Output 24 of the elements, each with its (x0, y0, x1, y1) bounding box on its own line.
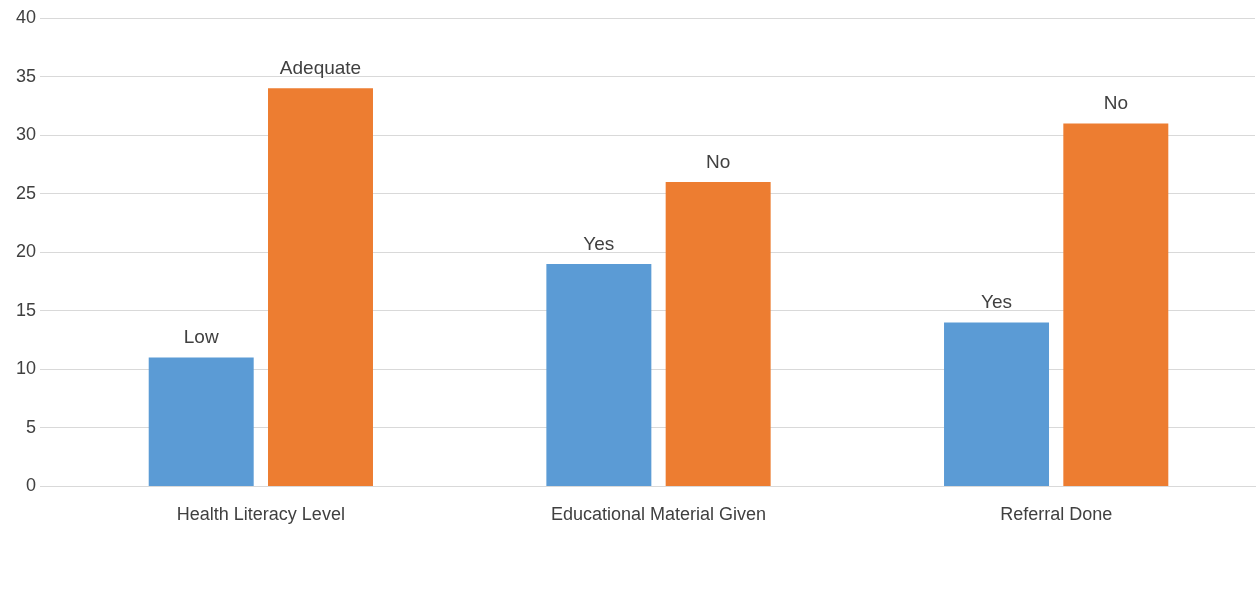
bar (268, 88, 373, 486)
x-tick-label: Referral Done (1000, 504, 1113, 525)
y-tick-label: 35 (15, 65, 37, 86)
bar (665, 181, 771, 486)
data-label: No (706, 150, 731, 172)
bar (546, 263, 652, 486)
y-tick-label: 30 (15, 124, 37, 145)
data-label: No (1103, 92, 1128, 114)
bar (148, 357, 254, 486)
y-tick-label: 5 (26, 416, 37, 437)
y-tick-label: 25 (15, 182, 37, 203)
y-tick-label: 15 (15, 299, 37, 320)
x-tick-label: Health Literacy Level (176, 504, 345, 525)
y-tick-label: 20 (15, 241, 37, 262)
data-label: Yes (981, 291, 1013, 313)
y-tick-label: 40 (15, 6, 37, 27)
data-label: Adequate (279, 56, 362, 78)
data-label: Low (183, 326, 219, 348)
x-tick-label: Educational Material Given (550, 504, 767, 525)
bar (944, 322, 1050, 486)
y-tick-label: 0 (26, 475, 37, 496)
bar (1063, 123, 1169, 486)
y-tick-label: 10 (15, 358, 37, 379)
data-label: Yes (583, 232, 615, 254)
